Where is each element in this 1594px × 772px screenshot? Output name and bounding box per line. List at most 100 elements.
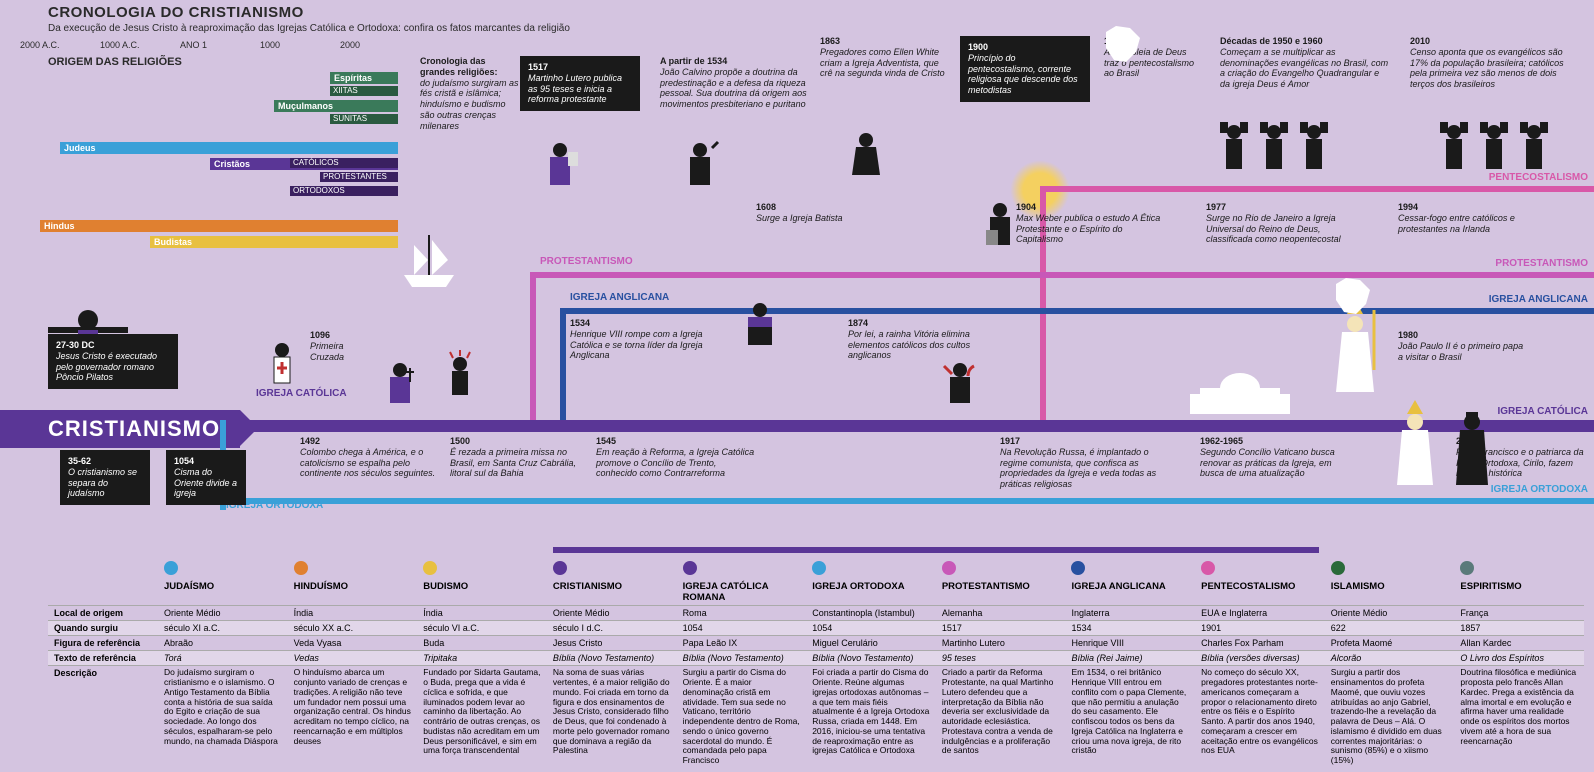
table-cell: Fundado por Sidarta Gautama, o Buda, pre… — [417, 666, 547, 768]
timeline-event: 35-62O cristianismo se separa do judaísm… — [60, 450, 150, 505]
table-cell: século XI a.C. — [158, 621, 288, 635]
timeline-event: 1054Cisma do Oriente divide a igreja — [166, 450, 246, 505]
origins-chart: 2000 A.C.1000 A.C.ANO 110002000 ORIGEM D… — [20, 40, 420, 252]
adventist-icon — [846, 130, 886, 180]
timeline-event: 1492Colombo chega à América, e o catolic… — [300, 436, 440, 479]
time-axis-tick: ANO 1 — [180, 40, 260, 50]
timeline-label: IGREJA ORTODOXA — [1491, 484, 1588, 495]
preachers-group2-icon — [1434, 112, 1554, 189]
table-cell: Surgiu a partir dos ensinamentos do prof… — [1325, 666, 1455, 768]
table-cell: Henrique VIII — [1065, 636, 1195, 650]
timeline-igreja-anglicana — [560, 308, 1594, 314]
table-cell: Bíblia (versões diversas) — [1195, 651, 1325, 665]
pope-francis-icon — [1390, 400, 1440, 500]
timeline-event: 1900Princípio do pentecostalismo, corren… — [960, 36, 1090, 102]
henry-viii-icon — [740, 300, 780, 350]
cronologia-side-text: Cronologia das grandes religiões: do jud… — [420, 56, 520, 132]
timeline-event: A partir de 1534João Calvino propõe a do… — [660, 56, 830, 110]
table-col-header: IGREJA ANGLICANA — [1065, 559, 1195, 605]
table-cell: 1054 — [806, 621, 936, 635]
time-axis-tick: 2000 A.C. — [20, 40, 100, 50]
origins-bars: EspíritasMuçulmanosXIITASSUNITASJudeusCr… — [20, 72, 420, 252]
table-cell: século I d.C. — [547, 621, 677, 635]
table-row: Figura de referênciaAbraãoVeda VyasaBuda… — [48, 635, 1584, 650]
weber-icon — [980, 200, 1020, 250]
table-col-header: PROTESTANTISMO — [936, 559, 1066, 605]
timeline-label: PROTESTANTISMO — [1495, 258, 1588, 269]
table-cell: O hinduísmo abarca um conjunto variado d… — [288, 666, 418, 768]
table-cell: Índia — [288, 606, 418, 620]
table-cell: 1901 — [1195, 621, 1325, 635]
brazil-map-icon — [1100, 24, 1144, 64]
table-cell: Surgiu a partir do Cisma do Oriente. É a… — [677, 666, 807, 768]
patriarch-icon — [1450, 408, 1495, 498]
religion-sub-bar: CATÓLICOS — [290, 158, 398, 168]
table-cell: Em 1534, o rei britânico Henrique VIII e… — [1065, 666, 1195, 768]
table-cell: século XX a.C. — [288, 621, 418, 635]
cristianismo-banner: CRISTIANISMO — [0, 410, 240, 448]
religion-dot-icon — [294, 561, 308, 575]
timeline-igreja-católica — [220, 420, 1594, 432]
religion-bar: Budistas — [150, 236, 398, 248]
timeline-section-label: PROTESTANTISMO — [540, 256, 633, 267]
table-cell: século VI a.C. — [417, 621, 547, 635]
religion-bar: Judeus — [60, 142, 398, 154]
table-cell: Índia — [417, 606, 547, 620]
religion-dot-icon — [812, 561, 826, 575]
missionary-icon — [380, 358, 420, 408]
table-cell: Allan Kardec — [1454, 636, 1584, 650]
table-col-header: ISLAMISMO — [1325, 559, 1455, 605]
table-row-label: Texto de referência — [48, 651, 158, 665]
table-cell: Torá — [158, 651, 288, 665]
religion-dot-icon — [553, 561, 567, 575]
christianity-branch-bar — [553, 547, 1319, 553]
table-cell: Oriente Médio — [547, 606, 677, 620]
comparison-table: JUDAÍSMOHINDUÍSMOBUDISMOCRISTIANISMOIGRE… — [48, 545, 1584, 768]
table-cell: Martinho Lutero — [936, 636, 1066, 650]
table-row-label: Quando surgiu — [48, 621, 158, 635]
table-cell: Charles Fox Parham — [1195, 636, 1325, 650]
vatican-building-icon — [1190, 358, 1290, 425]
religion-sub-bar: ORTODOXOS — [290, 186, 398, 196]
religion-bar: Espíritas — [330, 72, 398, 84]
religion-sub-bar: XIITAS — [330, 86, 398, 96]
timeline-igreja-ortodoxa — [220, 498, 1594, 504]
table-cell: 95 teses — [936, 651, 1066, 665]
table-cell: Vedas — [288, 651, 418, 665]
religion-bar: Hindus — [40, 220, 398, 232]
table-col-header: IGREJA CATÓLICA ROMANA — [677, 559, 807, 605]
table-cell: Foi criada a partir do Cisma do Oriente.… — [806, 666, 936, 768]
timeline-event: 1980João Paulo II é o primeiro papa a vi… — [1398, 330, 1528, 362]
religion-dot-icon — [683, 561, 697, 575]
table-cell: Jesus Cristo — [547, 636, 677, 650]
table-cell: Roma — [677, 606, 807, 620]
table-cell: Bíblia (Rei Jaime) — [1065, 651, 1195, 665]
timeline-event: 1545Em reação à Reforma, a Igreja Católi… — [596, 436, 756, 479]
table-cell: Doutrina filosófica e mediúnica proposta… — [1454, 666, 1584, 768]
table-cell: 1857 — [1454, 621, 1584, 635]
table-row: Local de origemOriente MédioÍndiaÍndiaOr… — [48, 605, 1584, 620]
table-cell: O Livro dos Espíritos — [1454, 651, 1584, 665]
table-cell: 622 — [1325, 621, 1455, 635]
soviet-icon — [940, 358, 980, 408]
table-cell: Bíblia (Novo Testamento) — [806, 651, 936, 665]
table-cell: Miguel Cerulário — [806, 636, 936, 650]
religion-dot-icon — [1071, 561, 1085, 575]
time-axis-tick: 2000 — [340, 40, 420, 50]
table-cell: Oriente Médio — [1325, 606, 1455, 620]
timeline-label: IGREJA ANGLICANA — [1489, 294, 1588, 305]
table-col-header: JUDAÍSMO — [158, 559, 288, 605]
preachers-group-icon — [1214, 112, 1334, 189]
timeline-event: 1977Surge no Rio de Janeiro a Igreja Uni… — [1206, 202, 1366, 245]
table-row: Quando surgiuséculo XI a.C.século XX a.C… — [48, 620, 1584, 635]
religion-dot-icon — [1201, 561, 1215, 575]
table-col-header: CRISTIANISMO — [547, 559, 677, 605]
timeline-section-label: IGREJA ANGLICANA — [570, 292, 669, 303]
table-row-label: Descrição — [48, 666, 158, 768]
table-cell: Do judaísmo surgiram o cristianismo e o … — [158, 666, 288, 768]
table-cell: Criado a partir da Reforma Protestante, … — [936, 666, 1066, 768]
religion-sub-bar: SUNITAS — [330, 114, 398, 124]
table-cell: Inglaterra — [1065, 606, 1195, 620]
table-cell: 1054 — [677, 621, 807, 635]
table-cell: Profeta Maomé — [1325, 636, 1455, 650]
